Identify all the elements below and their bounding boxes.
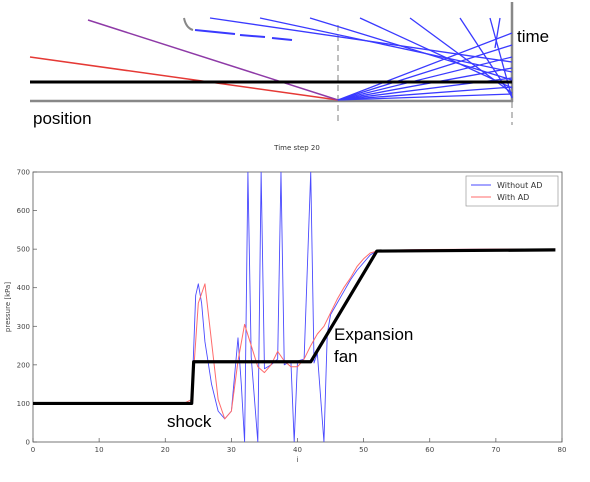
- fan-line: [337, 44, 513, 101]
- legend-entry-label: With AD: [497, 193, 529, 202]
- y-axis-label: pressure [kPa]: [4, 282, 12, 332]
- x-tick-label: 60: [425, 446, 434, 454]
- position-label: position: [33, 109, 92, 128]
- shock-path-line: [29, 56, 339, 101]
- fan-line: [259, 17, 513, 73]
- y-tick-label: 0: [26, 439, 30, 447]
- y-tick-label: 200: [17, 361, 30, 369]
- y-tick-label: 700: [17, 169, 30, 177]
- x-axis-label: i: [297, 456, 299, 464]
- fan-line: [337, 86, 513, 101]
- x-tick-label: 0: [31, 446, 35, 454]
- contact-path-line: [87, 19, 339, 101]
- fan-line: [309, 17, 513, 81]
- fan-line: [359, 17, 513, 89]
- x-tick-label: 50: [359, 446, 368, 454]
- y-tick-label: 300: [17, 323, 30, 331]
- y-tick-label: 400: [17, 284, 30, 292]
- fan-line: [337, 67, 513, 101]
- x-tick-label: 40: [293, 446, 302, 454]
- plot-frame: [32, 171, 563, 443]
- y-tick-label: 600: [17, 207, 30, 215]
- exact-solution-line: [33, 248, 556, 406]
- wave-diagram: [29, 2, 514, 125]
- series-line-with-ad: [33, 248, 556, 420]
- fan-line: [489, 17, 513, 99]
- dashed-characteristic: [194, 29, 293, 41]
- fan-line: [459, 17, 513, 98]
- x-tick-label: 80: [558, 446, 567, 454]
- x-tick-label: 70: [491, 446, 500, 454]
- chart-title: Time step 20: [273, 144, 320, 152]
- x-tick-label: 20: [161, 446, 170, 454]
- series-line-without-ad: [33, 172, 556, 442]
- fan-line: [337, 56, 513, 101]
- legend-box: [465, 175, 559, 207]
- fan-line: [494, 17, 501, 49]
- y-tick-label: 100: [17, 400, 30, 408]
- expansion-fan-lines: [209, 17, 513, 101]
- legend-entry-label: Without AD: [497, 181, 542, 190]
- dashed-characteristic-segment: [194, 29, 236, 35]
- shock-annotation: shock: [167, 412, 212, 431]
- annotation-line: fan: [334, 347, 358, 366]
- time-label: time: [517, 27, 549, 46]
- dashed-characteristic-hook: [183, 17, 194, 31]
- fan-line: [337, 32, 513, 101]
- annotation-line: Expansion: [334, 325, 413, 344]
- y-tick-label: 500: [17, 246, 30, 254]
- expansion-fan-annotation: Expansion fan: [334, 325, 413, 366]
- dashed-characteristic-segment: [271, 37, 293, 41]
- x-tick-label: 30: [227, 446, 236, 454]
- pressure-chart: 0 10 20 30 40 50 60 70 80 0 100 200 300 400 500 600 700 i…: [4, 169, 566, 465]
- x-tick-label: 10: [95, 446, 104, 454]
- dashed-characteristic-segment: [239, 34, 266, 38]
- fan-line: [337, 93, 513, 101]
